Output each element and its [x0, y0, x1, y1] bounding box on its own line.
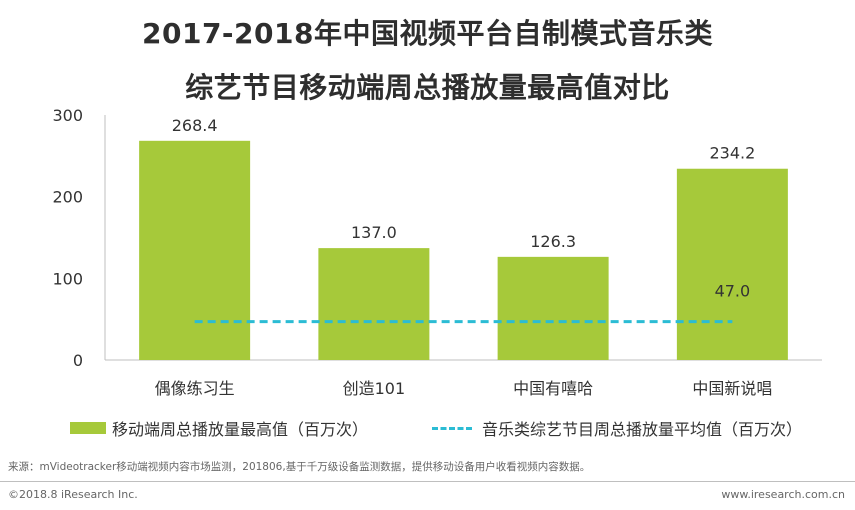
legend-line-label: 音乐类综艺节目周总播放量平均值（百万次） [482, 420, 803, 439]
legend-bar-series: 移动端周总播放量最高值（百万次） [70, 416, 368, 440]
bar-value-label: 126.3 [530, 232, 576, 251]
source-footnote: 来源：mVideotracker移动端视频内容市场监测，201806,基于千万级… [8, 461, 591, 473]
copyright-text: ©2018.8 iResearch Inc. [8, 488, 138, 501]
legend-line-swatch [432, 426, 472, 430]
bar-value-label: 234.2 [709, 144, 755, 163]
y-tick-label: 0 [73, 351, 83, 370]
y-tick-label: 200 [52, 188, 83, 207]
x-tick-label: 创造101 [343, 379, 406, 398]
bar-value-label: 268.4 [172, 116, 218, 135]
chart-subtitle: 综艺节目移动端周总播放量最高值对比 [185, 71, 670, 104]
legend-line-series: 音乐类综艺节目周总播放量平均值（百万次） [432, 416, 802, 440]
footer-divider [0, 481, 855, 482]
bar [318, 248, 430, 360]
x-tick-label: 中国新说唱 [692, 379, 772, 398]
y-tick-label: 300 [52, 106, 83, 125]
bar [497, 256, 609, 360]
y-tick-label: 100 [52, 269, 83, 288]
legend-bar-swatch [70, 422, 106, 434]
y-axis-ticks: 0 100 200 300 [52, 106, 83, 370]
reference-line-group: 47.0 [194, 282, 751, 324]
bars: 268.4 偶像练习生 137.0 创造101 126.3 中国有嘻哈 234.2 中国新说唱 [139, 116, 788, 398]
x-tick-label: 偶像练习生 [155, 379, 235, 398]
bar-value-label: 137.0 [351, 223, 397, 242]
website-url: www.iresearch.com.cn [721, 488, 845, 501]
reference-line-value-label: 47.0 [715, 282, 751, 301]
legend-bar-label: 移动端周总播放量最高值（百万次） [112, 420, 369, 439]
bar [139, 140, 251, 360]
bar [676, 168, 788, 360]
chart-title: 2017-2018年中国视频平台自制模式音乐类 [142, 17, 713, 50]
x-tick-label: 中国有嘻哈 [513, 379, 593, 398]
